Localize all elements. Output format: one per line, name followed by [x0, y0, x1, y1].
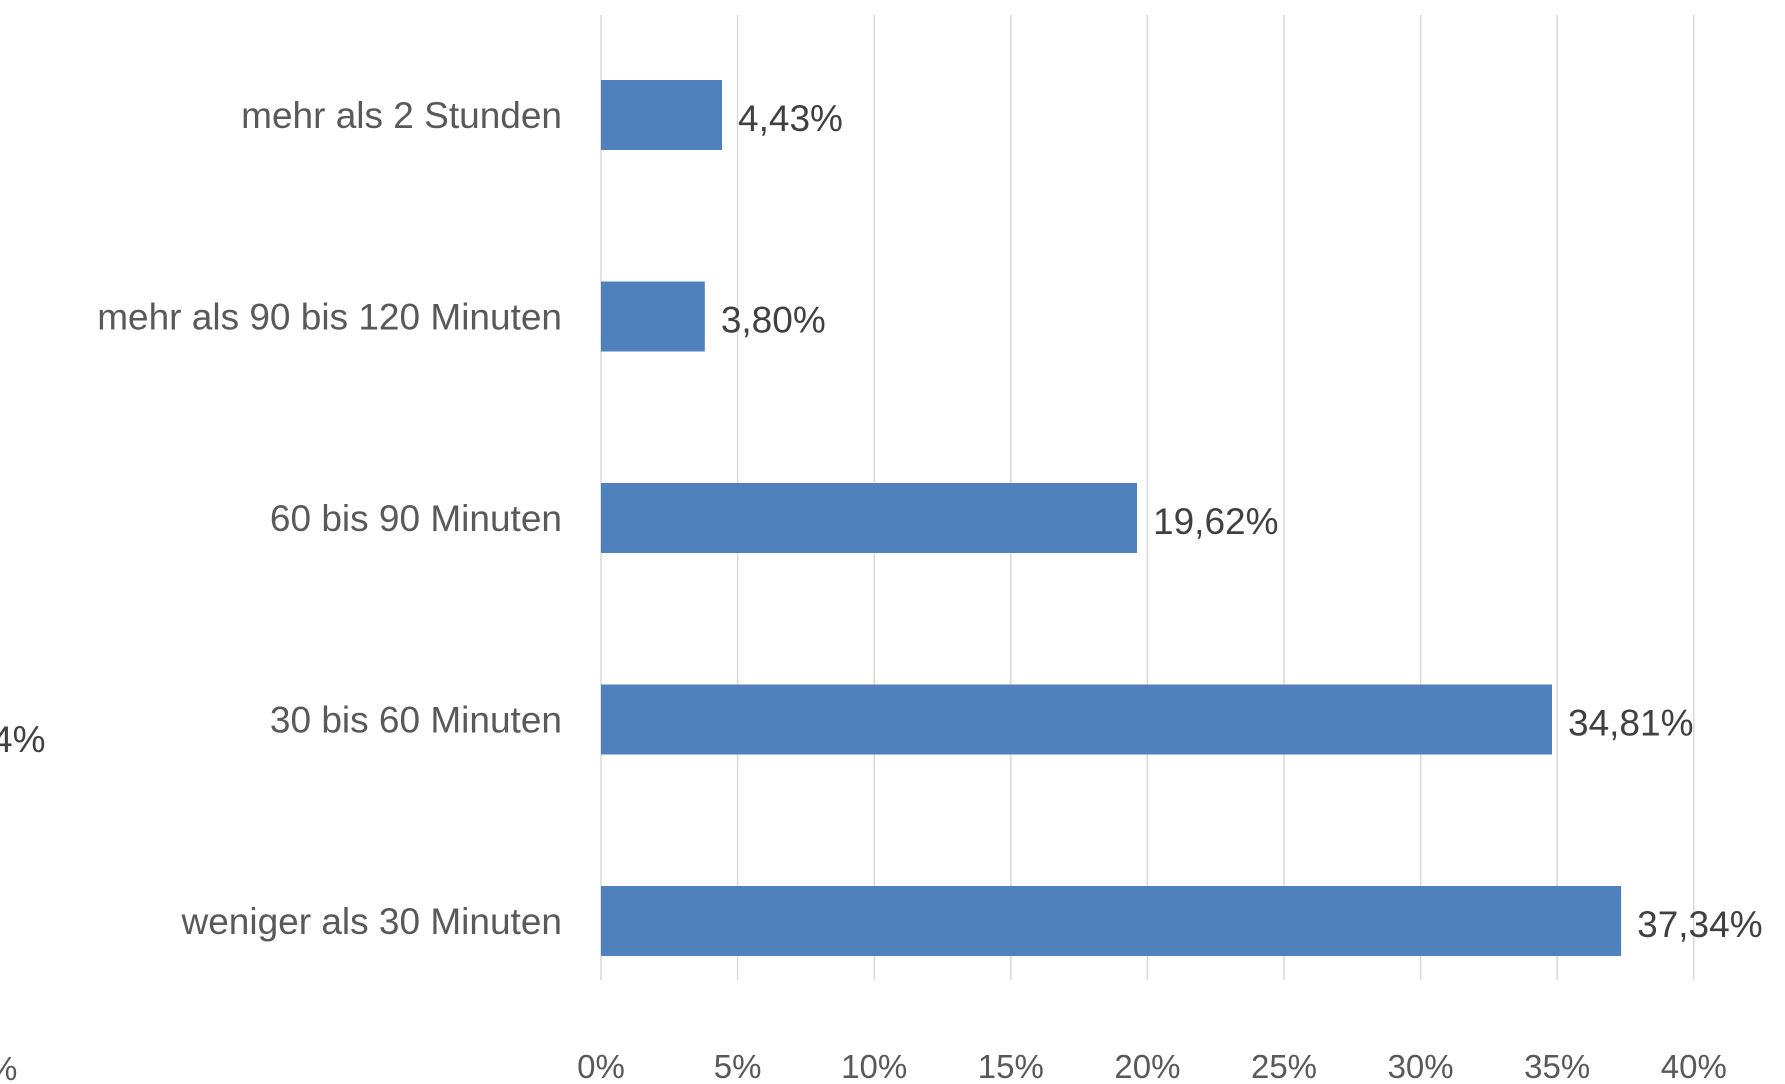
category-label-5: weniger als 30 Minuten: [181, 901, 563, 942]
data-label-5: 37,34%: [1637, 904, 1763, 945]
x-tick-label-15: 15%: [978, 1048, 1044, 1084]
x-tick-label-0: 0%: [577, 1048, 625, 1084]
category-label-4: 30 bis 60 Minuten: [270, 700, 562, 741]
x-axis-tick-labels: 0% 5% 10% 15% 20% 25% 30% 35% 40%: [577, 1048, 1727, 1084]
x-tick-label-35: 35%: [1524, 1048, 1590, 1084]
data-label-3: 19,62%: [1153, 501, 1279, 542]
bar-5: [601, 886, 1622, 956]
x-tick-label-5: 5%: [714, 1048, 762, 1084]
clipped-left-label: 4%: [0, 719, 45, 760]
bar-3: [601, 483, 1138, 553]
data-label-4: 34,81%: [1568, 703, 1694, 744]
data-label-2: 3,80%: [721, 300, 826, 341]
x-tick-label-40: 40%: [1661, 1048, 1727, 1084]
x-tick-label-30: 30%: [1388, 1048, 1454, 1084]
bar-1: [601, 80, 723, 150]
x-tick-label-20: 20%: [1114, 1048, 1180, 1084]
clipped-bottom-left-label: %: [0, 1050, 17, 1084]
bar-4: [601, 684, 1553, 755]
bar-2: [601, 281, 705, 352]
x-tick-label-25: 25%: [1251, 1048, 1317, 1084]
category-label-1: mehr als 2 Stunden: [241, 95, 562, 136]
category-label-2: mehr als 90 bis 120 Minuten: [97, 297, 562, 338]
x-tick-label-10: 10%: [841, 1048, 907, 1084]
category-label-3: 60 bis 90 Minuten: [270, 498, 562, 539]
data-label-1: 4,43%: [738, 98, 843, 139]
category-labels: mehr als 2 Stunden mehr als 90 bis 120 Mi…: [97, 95, 562, 942]
data-labels: 4,43% 3,80% 19,62% 34,81% 37,34%: [721, 98, 1763, 945]
gridlines: [600, 15, 1695, 980]
bars: [601, 80, 1622, 956]
